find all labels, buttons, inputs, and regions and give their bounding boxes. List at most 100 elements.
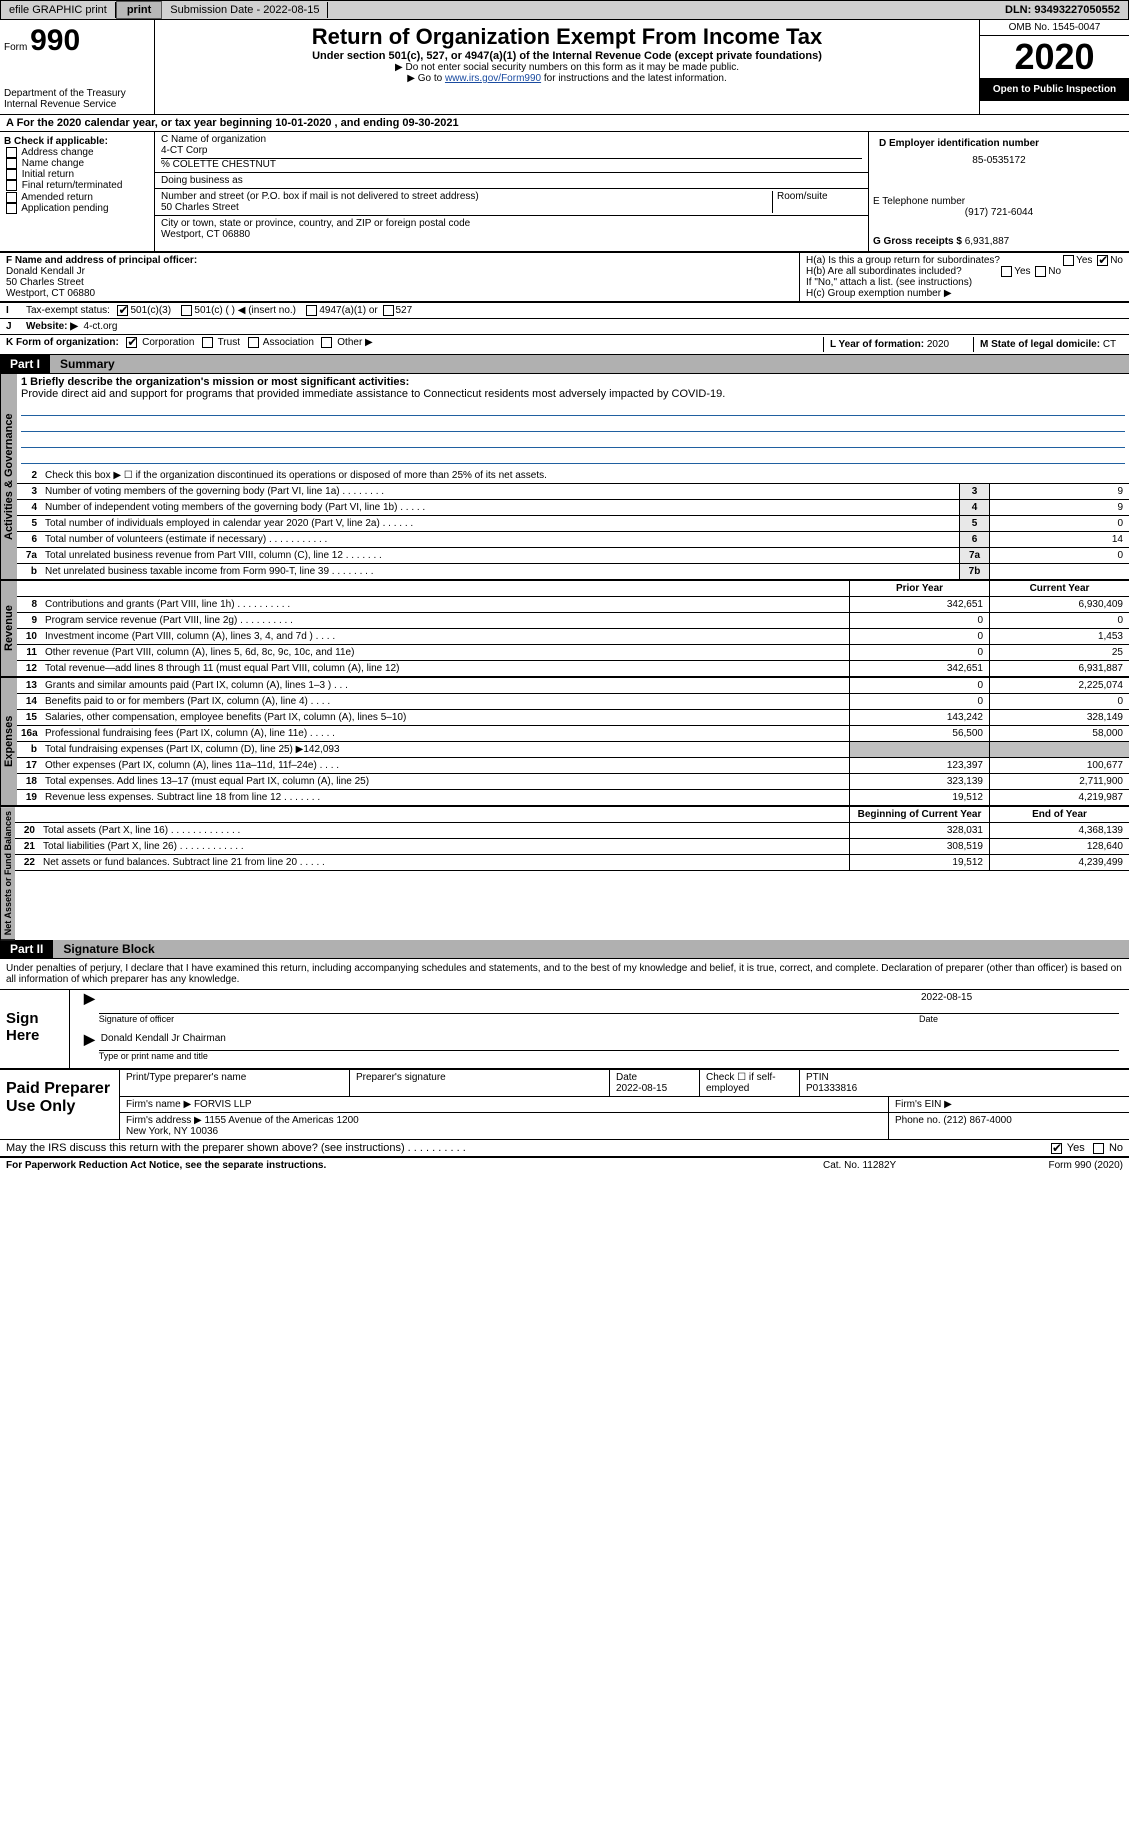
line-text: Number of voting members of the governin… [41, 484, 959, 499]
cb-final-return[interactable] [6, 180, 17, 191]
ha-label: H(a) Is this a group return for subordin… [806, 255, 1000, 266]
line-num: 19 [17, 790, 41, 805]
curr-value: 1,453 [989, 629, 1129, 644]
line-value: 14 [989, 532, 1129, 547]
line-text: Total assets (Part X, line 16) . . . . .… [39, 823, 849, 838]
line-num: 22 [15, 855, 39, 870]
street-address: 50 Charles Street [161, 202, 772, 213]
line-num: 21 [15, 839, 39, 854]
line-row: bNet unrelated business taxable income f… [17, 564, 1129, 580]
curr-value: 25 [989, 645, 1129, 660]
dba-label: Doing business as [161, 175, 862, 186]
cb-assoc[interactable] [248, 337, 259, 348]
print-button[interactable]: print [116, 1, 162, 19]
beg-year-hdr: Beginning of Current Year [849, 807, 989, 822]
line-row: 5Total number of individuals employed in… [17, 516, 1129, 532]
officer-print-name: Donald Kendall Jr Chairman [99, 1031, 1119, 1051]
form-title: Return of Organization Exempt From Incom… [163, 24, 971, 50]
curr-year-hdr: Current Year [989, 581, 1129, 596]
line-row: 13Grants and similar amounts paid (Part … [17, 678, 1129, 694]
box-b-label: B Check if applicable: [4, 136, 108, 147]
cb-501c3[interactable] [117, 305, 128, 316]
cb-4947[interactable] [306, 305, 317, 316]
cb-app-pending[interactable] [6, 203, 17, 214]
cb-527[interactable] [383, 305, 394, 316]
curr-value [989, 742, 1129, 757]
form-note1: ▶ Do not enter social security numbers o… [163, 62, 971, 73]
line-value: 9 [989, 484, 1129, 499]
form-note2: ▶ Go to www.irs.gov/Form990 for instruct… [163, 73, 971, 84]
cb-trust[interactable] [202, 337, 213, 348]
curr-value: 100,677 [989, 758, 1129, 773]
prior-value: 0 [849, 613, 989, 628]
hc-label: H(c) Group exemption number ▶ [806, 288, 1123, 299]
website-row: J Website: ▶ 4-ct.org [0, 319, 1129, 335]
line-row: 21Total liabilities (Part X, line 26) . … [15, 839, 1129, 855]
line-num: 16a [17, 726, 41, 741]
line-value: 9 [989, 500, 1129, 515]
cb-amended[interactable] [6, 192, 17, 203]
form-header: Form 990 Department of the Treasury Inte… [0, 20, 1129, 115]
cb-hb-yes[interactable] [1001, 266, 1012, 277]
curr-value: 128,640 [989, 839, 1129, 854]
efile-topbar: efile GRAPHIC print print Submission Dat… [0, 0, 1129, 20]
line-text: Benefits paid to or for members (Part IX… [41, 694, 849, 709]
preparer-name-hdr: Print/Type preparer's name [120, 1070, 350, 1096]
curr-value: 6,930,409 [989, 597, 1129, 612]
prior-value: 342,651 [849, 597, 989, 612]
state-domicile: CT [1103, 339, 1116, 350]
cb-discuss-yes[interactable] [1051, 1143, 1062, 1154]
line-text: Total expenses. Add lines 13–17 (must eq… [41, 774, 849, 789]
line-value [989, 564, 1129, 579]
paid-preparer-block: Paid Preparer Use Only Print/Type prepar… [0, 1070, 1129, 1140]
dept-treasury: Department of the Treasury Internal Reve… [4, 88, 150, 110]
officer-name: Donald Kendall Jr [6, 266, 85, 277]
part1-title: Summary [50, 355, 1129, 373]
prior-value: 328,031 [849, 823, 989, 838]
cb-name-change[interactable] [6, 158, 17, 169]
net-assets-section: Net Assets or Fund Balances Beginning of… [0, 806, 1129, 940]
part1-num: Part I [0, 355, 50, 373]
line-text: Investment income (Part VIII, column (A)… [41, 629, 849, 644]
line-num: 13 [17, 678, 41, 693]
sign-here-label: Sign Here [0, 990, 70, 1068]
cb-address-change[interactable] [6, 147, 17, 158]
line-text: Other expenses (Part IX, column (A), lin… [41, 758, 849, 773]
vert-governance: Activities & Governance [0, 374, 17, 580]
hb-note: If "No," attach a list. (see instruction… [806, 277, 1123, 288]
governance-section: Activities & Governance 1 Briefly descri… [0, 373, 1129, 580]
submission-date: Submission Date - 2022-08-15 [162, 2, 328, 18]
line-text: Total number of individuals employed in … [41, 516, 959, 531]
part2-title: Signature Block [53, 940, 1129, 958]
cb-other[interactable] [321, 337, 332, 348]
part2-header: Part II Signature Block [0, 940, 1129, 958]
hb-label: H(b) Are all subordinates included? [806, 266, 962, 277]
signature-field[interactable] [99, 990, 919, 1014]
cb-initial-return[interactable] [6, 169, 17, 180]
cb-ha-yes[interactable] [1063, 255, 1074, 266]
line-row: 7aTotal unrelated business revenue from … [17, 548, 1129, 564]
line-row: 19Revenue less expenses. Subtract line 1… [17, 790, 1129, 806]
line-num: 15 [17, 710, 41, 725]
line-row: 14Benefits paid to or for members (Part … [17, 694, 1129, 710]
firm-ein-label: Firm's EIN ▶ [889, 1097, 1129, 1112]
line-row: 10Investment income (Part VIII, column (… [17, 629, 1129, 645]
line-box [959, 468, 989, 483]
cb-corp[interactable] [126, 337, 137, 348]
cb-hb-no[interactable] [1035, 266, 1046, 277]
gross-receipts-value: 6,931,887 [965, 236, 1010, 247]
line-box: 7a [959, 548, 989, 563]
korg-label: K Form of organization: [6, 337, 119, 348]
prior-value: 19,512 [849, 790, 989, 805]
efile-label: efile GRAPHIC print [1, 2, 116, 18]
firm-phone: (212) 867-4000 [943, 1115, 1011, 1126]
cb-501c[interactable] [181, 305, 192, 316]
curr-value: 0 [989, 694, 1129, 709]
section-a-period: A For the 2020 calendar year, or tax yea… [0, 115, 1129, 132]
prior-value: 143,242 [849, 710, 989, 725]
cb-discuss-no[interactable] [1093, 1143, 1104, 1154]
cb-ha-no[interactable] [1097, 255, 1108, 266]
vert-revenue: Revenue [0, 581, 17, 677]
irs-link[interactable]: www.irs.gov/Form990 [445, 73, 541, 84]
line-text: Total revenue—add lines 8 through 11 (mu… [41, 661, 849, 676]
